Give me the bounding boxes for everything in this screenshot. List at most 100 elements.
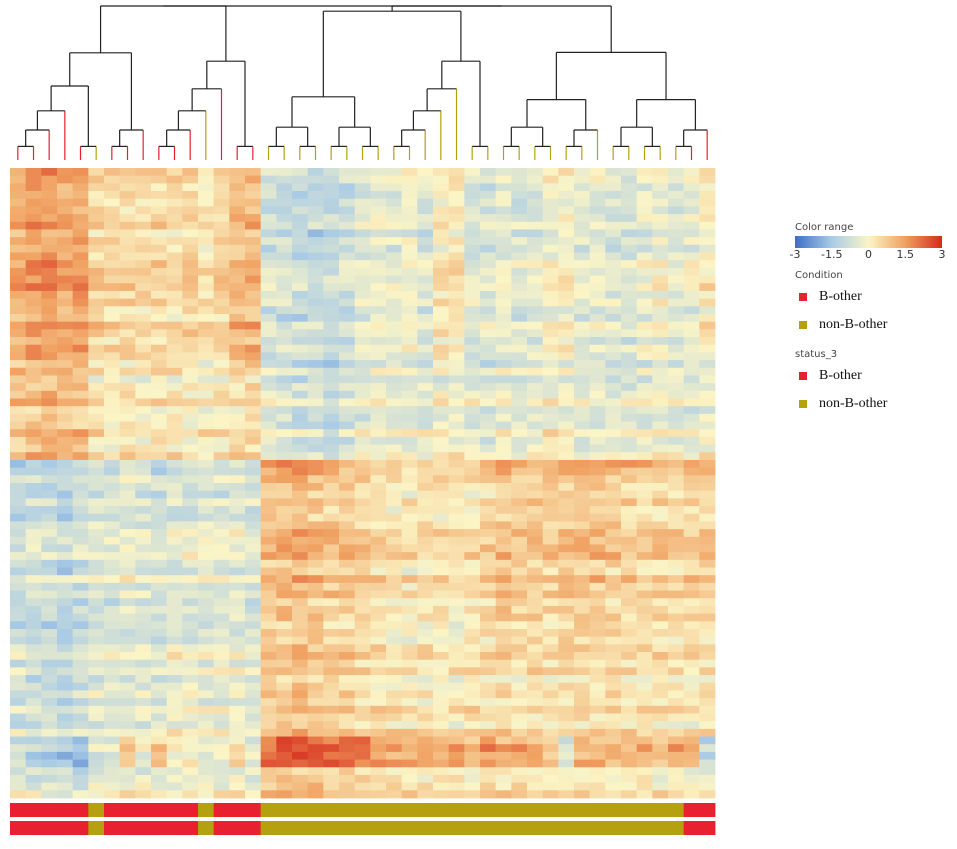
heatmap-cell — [699, 321, 716, 330]
heatmap-cell — [135, 529, 152, 538]
heatmap-cell — [276, 490, 293, 499]
heatmap-cell — [339, 375, 356, 384]
heatmap-cell — [213, 475, 230, 484]
heatmap-cell — [605, 283, 622, 292]
heatmap-cell — [370, 475, 387, 484]
condition-bar-cell — [307, 803, 324, 817]
heatmap-cell — [605, 337, 622, 346]
heatmap-cell — [527, 244, 544, 253]
heatmap-cell — [198, 191, 215, 200]
heatmap-cell — [276, 244, 293, 253]
heatmap-cell — [41, 567, 58, 576]
heatmap-cell — [621, 306, 638, 315]
heatmap-cell — [229, 198, 246, 207]
heatmap-cell — [41, 459, 58, 469]
heatmap-cell — [307, 490, 324, 499]
heatmap-cell — [448, 237, 465, 246]
heatmap-cell — [495, 744, 512, 753]
heatmap-cell — [511, 352, 528, 361]
heatmap-cell — [41, 598, 58, 607]
legend-label: B-other — [819, 368, 862, 383]
heatmap-cell — [307, 344, 324, 353]
heatmap-cell — [135, 206, 152, 215]
heatmap-cell — [104, 513, 121, 522]
heatmap-cell — [245, 544, 262, 553]
heatmap-cell — [527, 529, 544, 538]
heatmap-cell — [433, 191, 450, 200]
heatmap-cell — [480, 475, 497, 484]
heatmap-cell — [276, 406, 293, 415]
heatmap-cell — [574, 206, 591, 215]
heatmap-cell — [41, 713, 58, 722]
heatmap-cell — [605, 444, 622, 453]
heatmap-cell — [433, 352, 450, 361]
heatmap-cell — [354, 398, 371, 407]
heatmap-cell — [668, 490, 685, 499]
heatmap-cell — [339, 621, 356, 630]
heatmap-cell — [41, 782, 58, 791]
heatmap-cell — [354, 675, 371, 684]
heatmap-cell — [88, 690, 105, 699]
heatmap-cell — [558, 191, 575, 200]
heatmap-cell — [276, 237, 293, 246]
heatmap-cell — [57, 406, 74, 415]
heatmap-cell — [589, 214, 606, 223]
heatmap-cell — [558, 275, 575, 284]
heatmap-cell — [104, 344, 121, 353]
heatmap-cell — [527, 521, 544, 530]
heatmap-cell — [245, 790, 262, 799]
heatmap-cell — [668, 559, 685, 568]
heatmap-cell — [558, 229, 575, 238]
heatmap-cell — [589, 644, 606, 653]
heatmap-cell — [260, 713, 277, 722]
heatmap-cell — [276, 275, 293, 284]
heatmap-cell — [652, 198, 669, 207]
heatmap-cell — [621, 506, 638, 515]
heatmap-cell — [88, 744, 105, 753]
heatmap-cell — [433, 721, 450, 730]
heatmap-cell — [135, 337, 152, 346]
heatmap-cell — [683, 429, 700, 438]
heatmap-cell — [151, 398, 168, 407]
heatmap-cell — [57, 521, 74, 530]
heatmap-cell — [292, 575, 309, 584]
heatmap-cell — [166, 390, 183, 399]
heatmap-cell — [135, 229, 152, 238]
heatmap-cell — [213, 398, 230, 407]
heatmap-cell — [558, 498, 575, 507]
heatmap-cell — [119, 636, 136, 645]
heatmap-cell — [307, 744, 324, 753]
heatmap-cell — [401, 559, 418, 568]
heatmap-cell — [276, 175, 293, 184]
heatmap-cell — [25, 498, 42, 507]
heatmap-cell — [527, 790, 544, 799]
heatmap-cell — [542, 413, 559, 422]
condition-bar-cell — [229, 803, 246, 817]
heatmap-cell — [339, 513, 356, 522]
heatmap-cell — [464, 621, 481, 630]
heatmap-cell — [417, 214, 434, 223]
heatmap-cell — [292, 244, 309, 253]
heatmap-cell — [433, 613, 450, 622]
heatmap-cell — [511, 659, 528, 668]
heatmap-cell — [370, 214, 387, 223]
heatmap-cell — [198, 321, 215, 330]
heatmap-cell — [292, 475, 309, 484]
heatmap-cell — [57, 659, 74, 668]
heatmap-cell — [683, 698, 700, 707]
heatmap-cell — [198, 244, 215, 253]
heatmap-cell — [88, 790, 105, 799]
heatmap-cell — [229, 736, 246, 745]
heatmap-cell — [495, 390, 512, 399]
heatmap-cell — [166, 198, 183, 207]
heatmap-cell — [668, 598, 685, 607]
heatmap-cell — [10, 321, 27, 330]
heatmap-cell — [370, 774, 387, 784]
heatmap-cell — [229, 613, 246, 622]
heatmap-cell — [495, 636, 512, 645]
heatmap-cell — [104, 329, 121, 338]
heatmap-cell — [605, 383, 622, 392]
heatmap-cell — [25, 283, 42, 292]
heatmap-cell — [229, 590, 246, 599]
heatmap-cell — [495, 344, 512, 353]
